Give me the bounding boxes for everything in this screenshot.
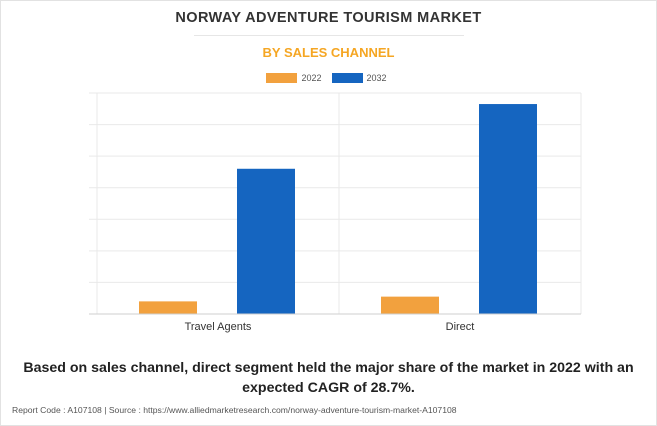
bar-direct-2022	[381, 296, 439, 314]
legend-item-2022[interactable]: 2022	[266, 73, 322, 83]
bar-chart-plot: Travel Agents Direct	[89, 92, 582, 333]
legend-item-2032[interactable]: 2032	[331, 73, 387, 83]
title-divider	[194, 35, 464, 36]
chart-title: NORWAY ADVENTURE TOURISM MARKET	[175, 10, 482, 26]
legend-label-2032: 2032	[366, 73, 387, 83]
bar-direct-2032	[479, 104, 537, 314]
chart-legend: 2022 2032	[1, 73, 656, 83]
chart-subtitle: BY SALES CHANNEL	[262, 45, 395, 60]
chart-caption: Based on sales channel, direct segment h…	[23, 360, 634, 396]
x-tick-label-direct: Direct	[446, 321, 475, 333]
legend-swatch-2022	[266, 73, 298, 83]
x-tick-label-travel-agents: Travel Agents	[185, 321, 252, 333]
legend-swatch-2032	[331, 73, 363, 83]
legend-label-2022: 2022	[301, 73, 322, 83]
bar-travel-agents-2032	[237, 168, 295, 314]
bar-travel-agents-2022	[139, 301, 197, 314]
report-footer: Report Code : A107108 | Source : https:/…	[12, 405, 457, 415]
